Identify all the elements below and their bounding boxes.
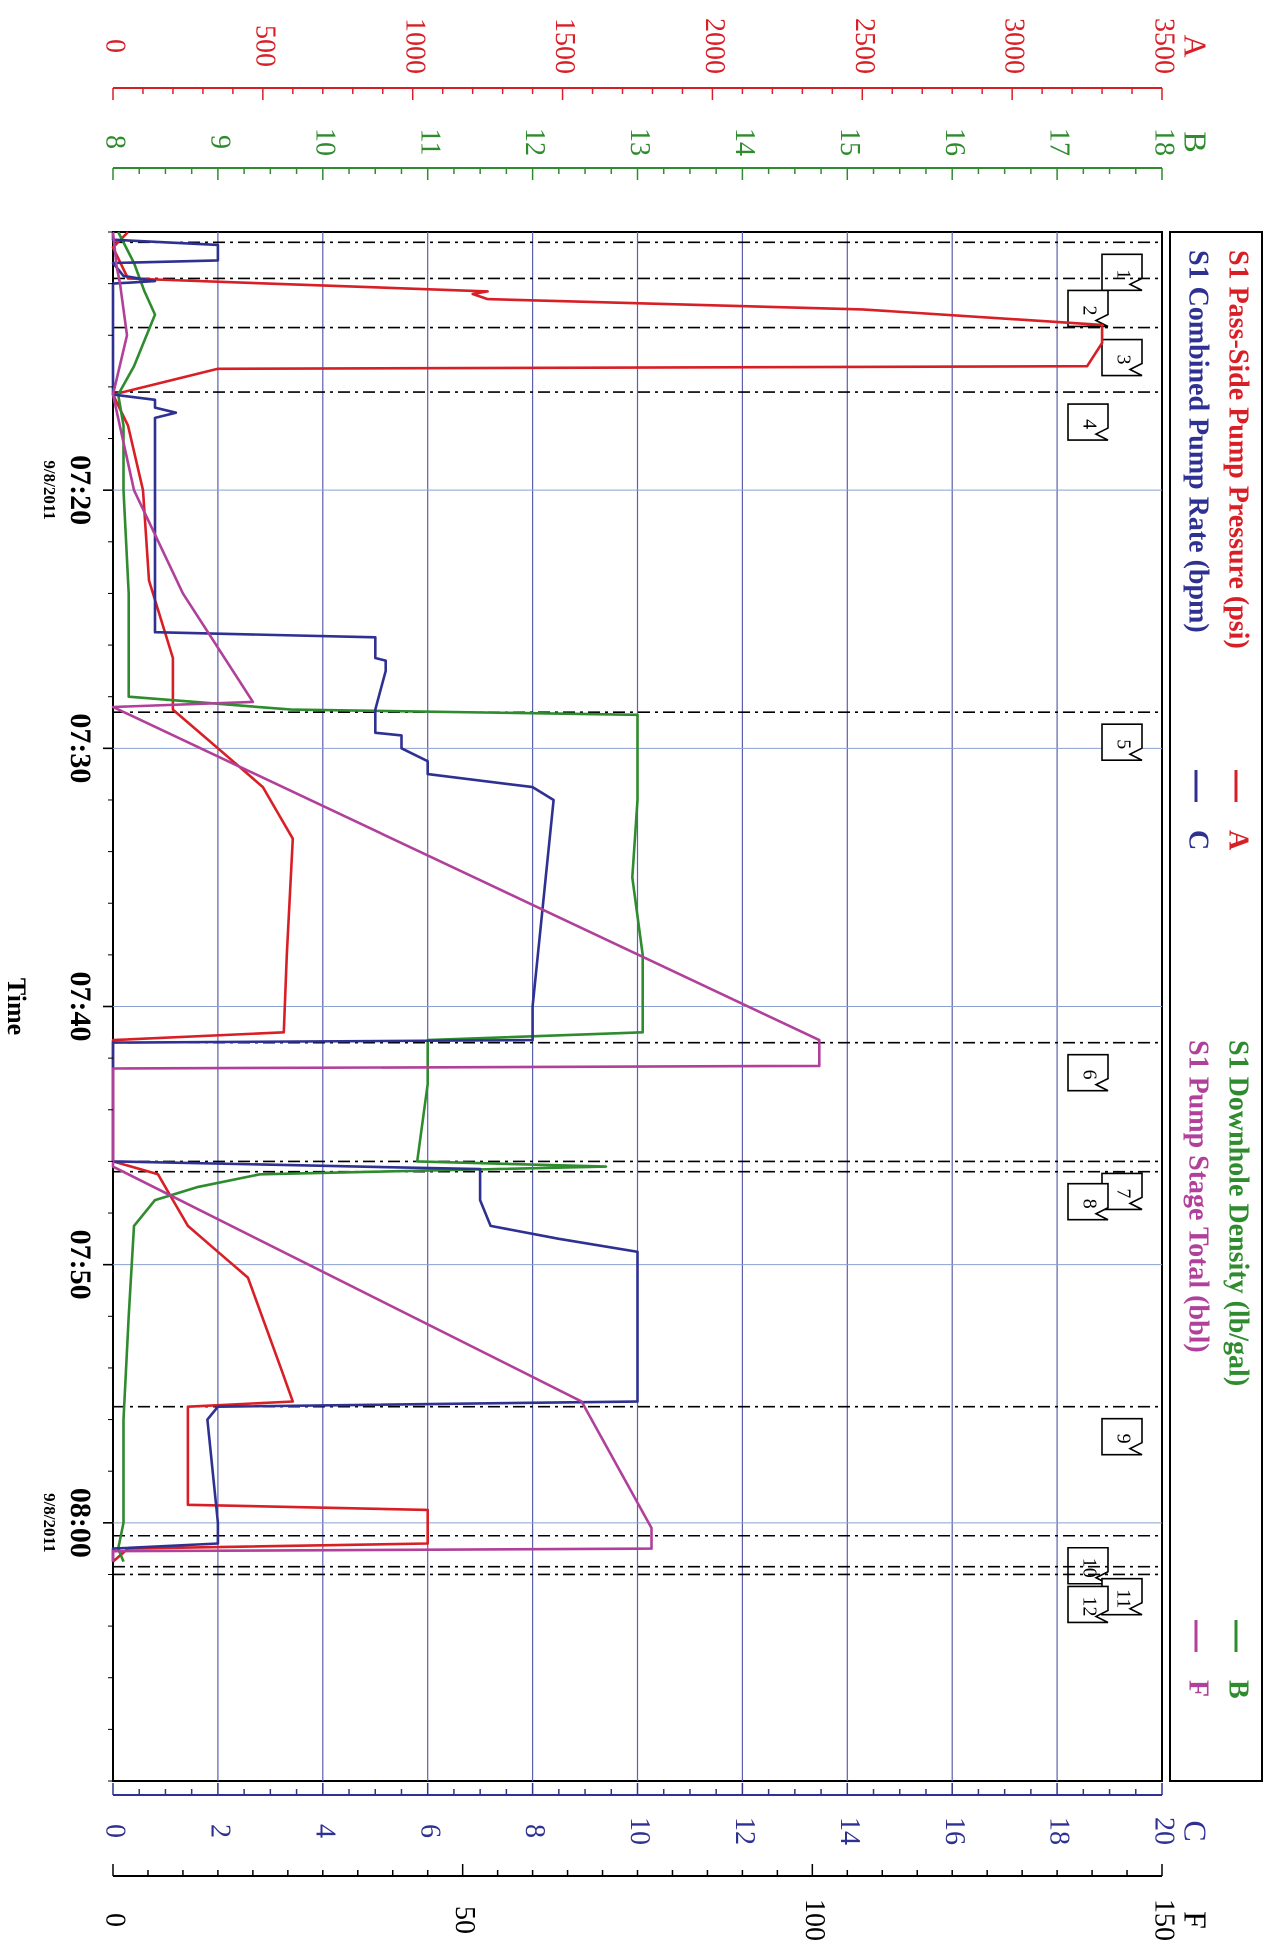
axis-B-tick-label: 9	[204, 135, 235, 149]
series-line-C	[111, 232, 639, 1562]
axis-C-tick-label: 8	[519, 1824, 550, 1838]
series-line-F	[111, 231, 821, 1562]
axis-F-tick-label: 100	[799, 1899, 830, 1941]
axis-C-tick-label: 6	[414, 1824, 445, 1838]
event-marker-label: 8	[1078, 1199, 1100, 1209]
axis-B-tick-label: 16	[939, 128, 970, 156]
event-marker-label: 11	[1112, 1589, 1134, 1608]
event-marker-label: 4	[1078, 419, 1100, 429]
time-axis-title: Time	[2, 978, 31, 1035]
axis-C-tick-label: 4	[309, 1824, 340, 1838]
event-marker-label: 7	[1112, 1188, 1134, 1198]
legend-item-label: S1 Downhole Density (lb/gal)	[1223, 1040, 1254, 1386]
axis-A-tick-label: 1000	[399, 18, 430, 74]
axis-B-tick-label: 13	[624, 128, 655, 156]
event-marker-label: 10	[1078, 1558, 1100, 1578]
axis-A-letter: A	[1178, 34, 1214, 57]
axis-A-tick-label: 3000	[999, 18, 1030, 74]
axis-B-tick-label: 8	[100, 135, 131, 149]
axis-F-tick-label: 0	[100, 1913, 131, 1927]
legend: S1 Pass-Side Pump Pressure (psi) A S1 Down…	[1169, 231, 1263, 1782]
time-tick-label: 07:30	[64, 713, 97, 783]
axis-B-tick-label: 12	[519, 128, 550, 156]
event-marker-flag	[1067, 1182, 1109, 1221]
legend-item-label: S1 Pump Stage Total (bbl)	[1183, 1040, 1214, 1353]
time-tick-label: 08:00	[64, 1488, 97, 1558]
event-marker-label: 12	[1078, 1596, 1100, 1616]
event-marker-label: 9	[1112, 1434, 1134, 1444]
legend-box	[1169, 231, 1263, 1782]
axis-A-tick-label: 0	[100, 39, 131, 53]
axis-C-tick-label: 20	[1149, 1817, 1180, 1845]
axis-C-tick-label: 10	[624, 1817, 655, 1845]
axis-C-tick-label: 16	[939, 1817, 970, 1845]
axis-A-tick-label: 500	[249, 25, 280, 67]
axis-B-tick-label: 11	[414, 129, 445, 156]
time-tick-date: 9/8/2011	[40, 460, 59, 520]
axis-A-tick-label: 3500	[1149, 18, 1180, 74]
axis-F-tick-label: 50	[449, 1906, 480, 1934]
series-line-A	[111, 231, 1104, 1563]
series-lines	[111, 231, 1104, 1563]
legend-item-label: S1 Pass-Side Pump Pressure (psi)	[1223, 250, 1254, 649]
axis-B-tick-label: 18	[1149, 128, 1180, 156]
axis-C-tick-label: 18	[1044, 1817, 1075, 1845]
legend-item-axis-letter: B	[1223, 1680, 1254, 1699]
axis-B-tick-label: 15	[834, 128, 865, 156]
axis-B-tick-label: 10	[309, 128, 340, 156]
legend-item-axis-letter: F	[1183, 1680, 1214, 1697]
axis-A-tick-label: 1500	[549, 18, 580, 74]
axis-B-letter: B	[1178, 131, 1214, 152]
legend-item-axis-letter: A	[1223, 830, 1254, 851]
axis-A-tick-label: 2500	[849, 18, 880, 74]
event-marker-flag	[1101, 1417, 1143, 1456]
event-marker-flag	[1067, 1053, 1109, 1092]
axis-B-tick-label: 14	[729, 128, 760, 156]
axis-A-tick-label: 2000	[699, 18, 730, 74]
time-tick-label: 07:50	[64, 1230, 97, 1300]
axis-F-tick-label: 150	[1149, 1899, 1180, 1941]
event-marker-label: 5	[1112, 739, 1134, 749]
event-marker-label: 1	[1112, 269, 1134, 279]
event-marker-label: 3	[1112, 355, 1134, 365]
event-marker-flag	[1067, 1585, 1109, 1624]
time-tick-date: 9/8/2011	[40, 1493, 59, 1553]
event-marker-label: 2	[1078, 305, 1100, 315]
axis-C-tick-label: 14	[834, 1817, 865, 1845]
event-marker-flag	[1101, 1577, 1143, 1616]
axis-C-tick-label: 12	[729, 1817, 760, 1845]
axis-B-tick-label: 17	[1044, 128, 1075, 156]
axis-C-letter: C	[1178, 1820, 1214, 1841]
legend-item-label: S1 Combined Pump Rate (bpm)	[1183, 250, 1214, 633]
event-marker-flag	[1101, 1172, 1143, 1211]
legend-item-axis-letter: C	[1183, 830, 1214, 850]
series-line-B	[116, 231, 645, 1563]
time-axis: 07:20 9/8/2011 07:30 07:40 07:50 08:00 9/8/201…	[2, 231, 113, 1782]
time-tick-label: 07:40	[64, 972, 97, 1042]
axis-C-tick-label: 0	[100, 1824, 131, 1838]
event-marker-flag	[1067, 289, 1109, 328]
axis-C-tick-label: 2	[204, 1824, 235, 1838]
time-tick-label: 07:20	[64, 455, 97, 525]
event-marker-label: 6	[1078, 1070, 1100, 1080]
axis-F-letter: F	[1178, 1911, 1214, 1929]
event-marker-flag	[1067, 403, 1109, 441]
event-marker-flag	[1101, 723, 1143, 761]
